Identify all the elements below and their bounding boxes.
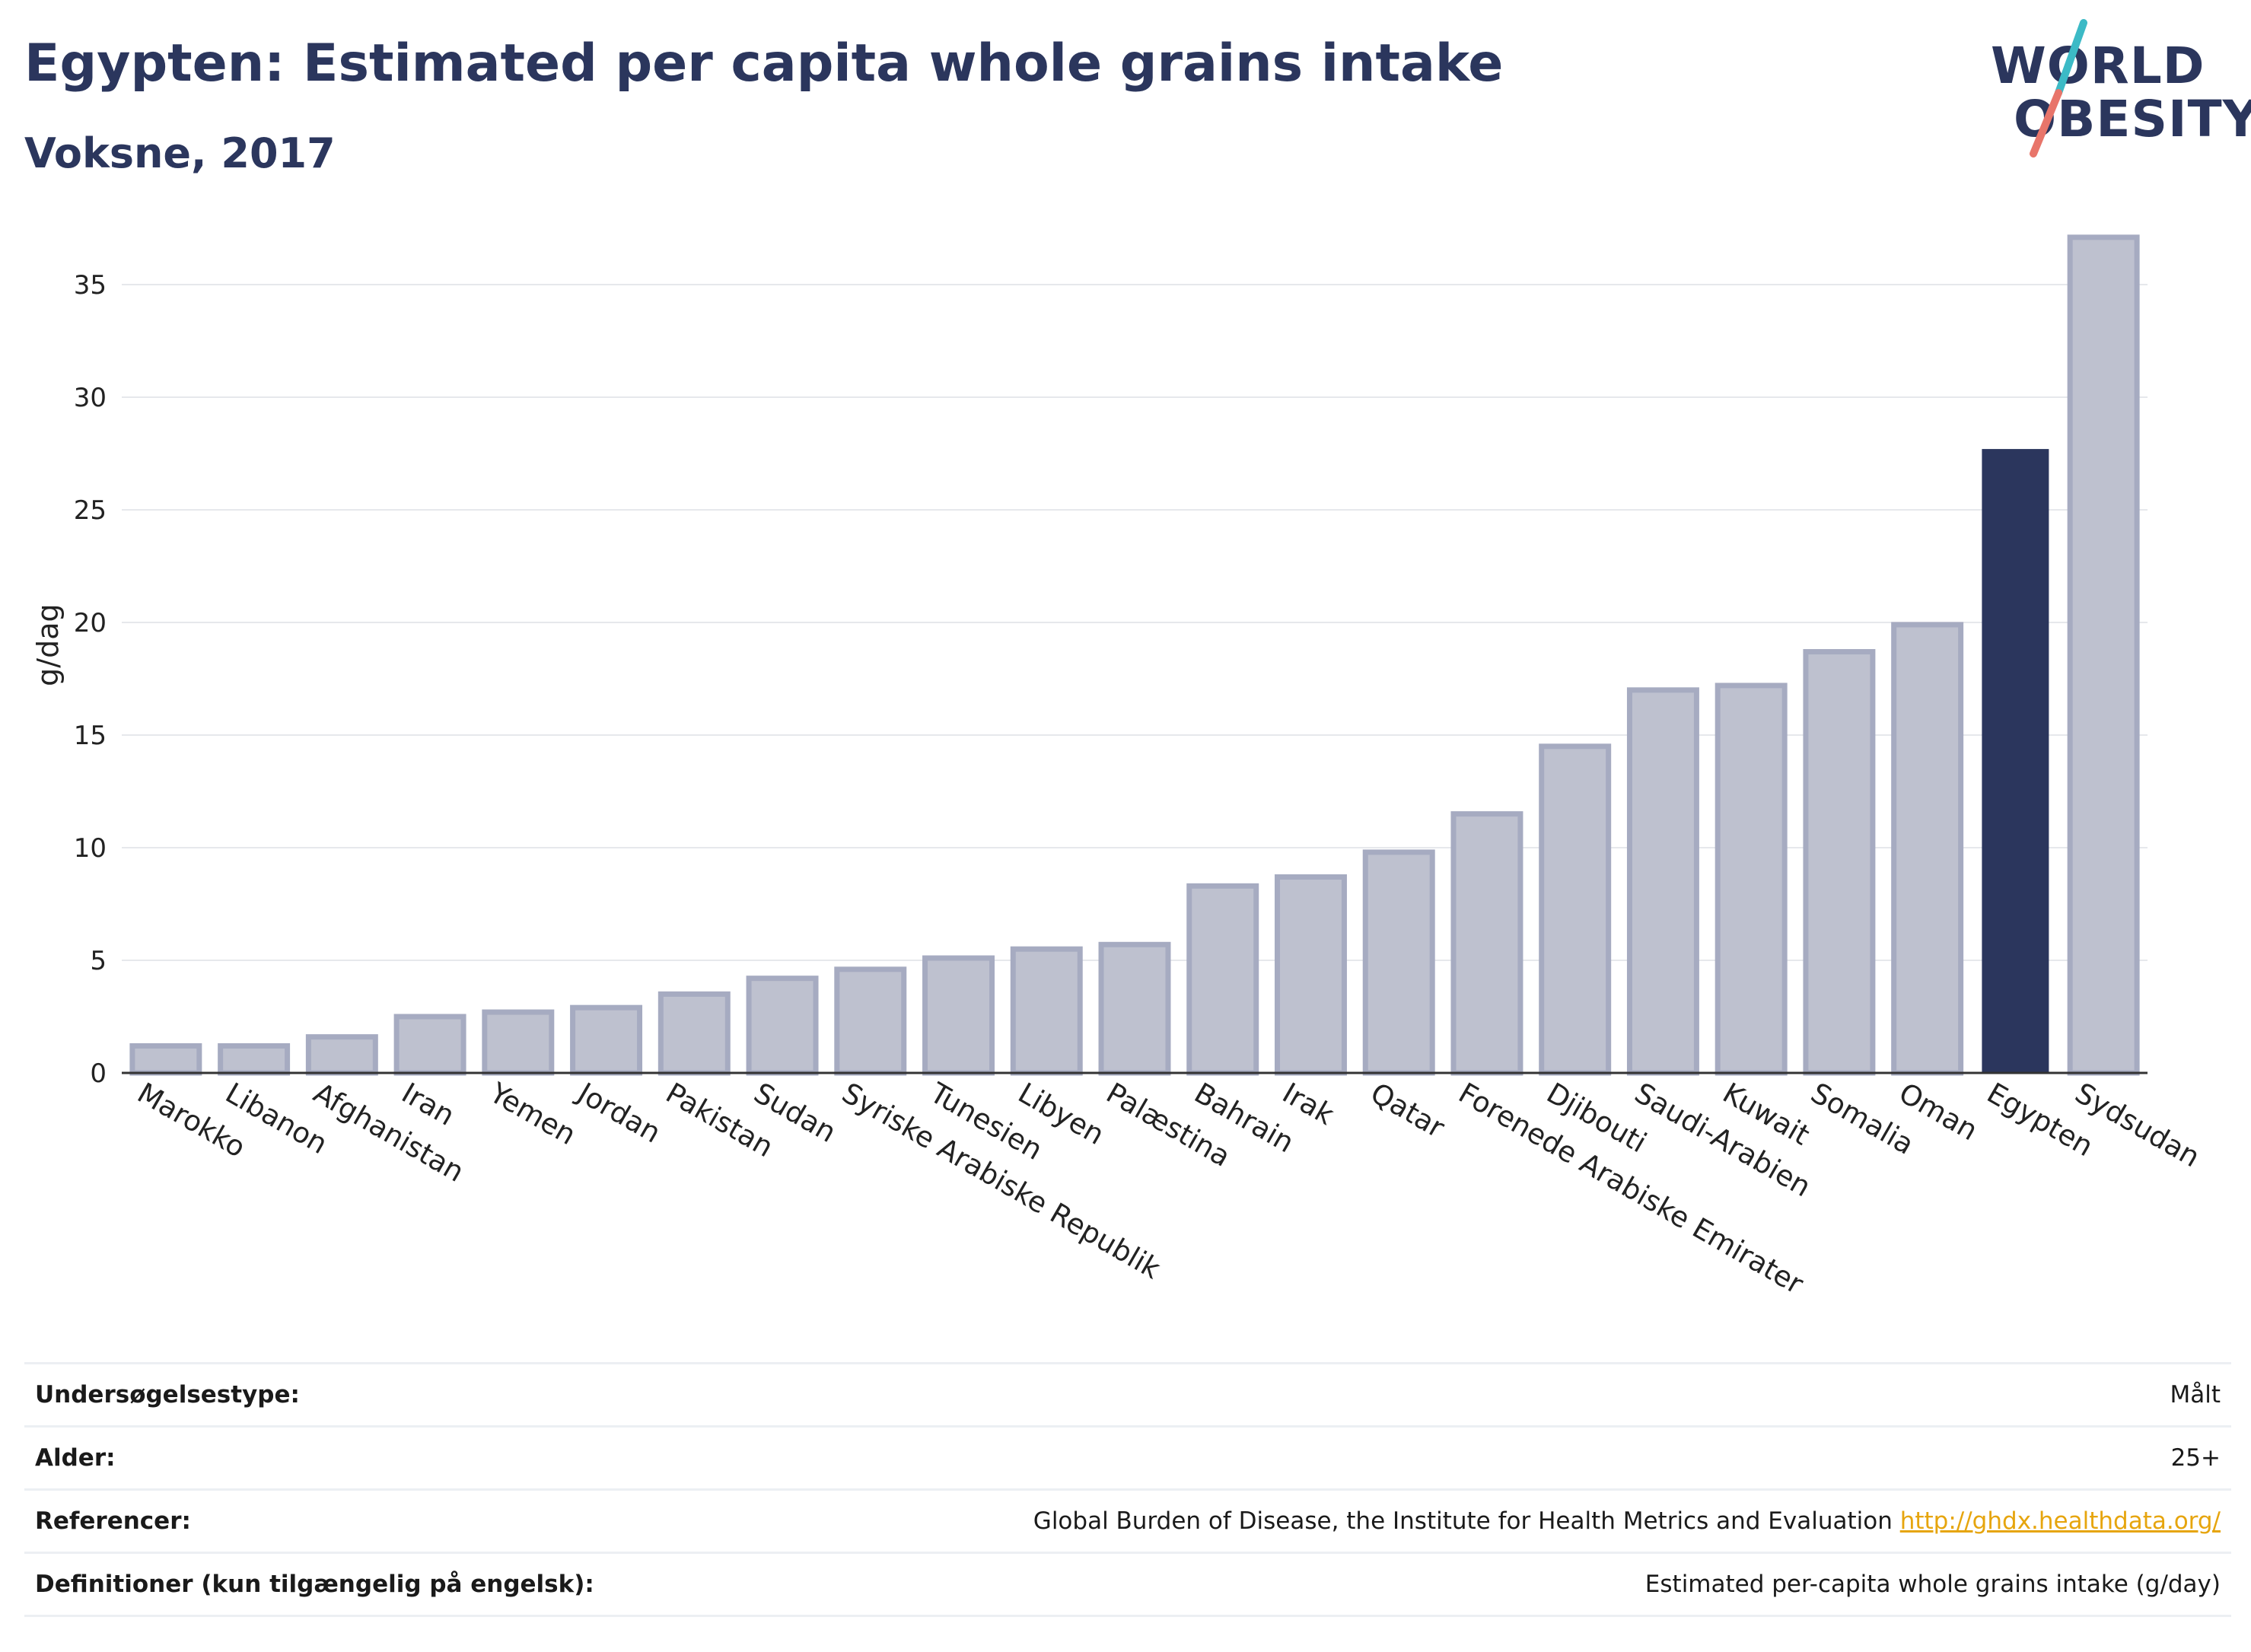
info-value: Målt [2170,1381,2221,1408]
info-row-definitions: Definitioner (kun tilgængelig på engelsk… [24,1552,2231,1616]
logo-slash-icon [2030,19,2087,158]
page-subtitle: Voksne, 2017 [24,129,336,177]
info-value: Estimated per-capita whole grains intake… [1644,1571,2221,1598]
bar-iran [393,1014,466,1076]
x-category-label: Sydsudan [2070,1077,2205,1174]
info-row-references: Referencer: Global Burden of Disease, th… [24,1489,2231,1553]
bar-djibouti [1539,743,1612,1076]
info-key: Referencer: [35,1507,191,1535]
logo-line-world: WORLD [1991,37,2205,95]
bars [129,234,2140,1076]
bar-qatar [1362,849,1435,1076]
y-tick-label: 10 [74,833,107,864]
bar-chart: 05101520253035MarokkoLibanonAfghanistanI… [31,234,2205,1301]
x-category-label: Jordan [571,1076,666,1150]
y-tick-label: 20 [74,608,107,638]
bar-bahrain [1186,883,1259,1076]
info-key: Definitioner (kun tilgængelig på engelsk… [35,1571,594,1598]
y-tick-label: 35 [74,270,107,301]
bar-somalia [1803,648,1876,1076]
bar-irak [1274,874,1347,1076]
bar-yemen [482,1009,555,1076]
y-tick-label: 5 [90,946,107,976]
info-value-references: Global Burden of Disease, the Institute … [740,1490,2231,1553]
y-tick-label: 25 [74,495,107,526]
bar-afghanistan [305,1034,378,1076]
info-row-age: Alder: 25+ [24,1426,2231,1490]
bar-tunesien [922,955,995,1076]
bar-sudan [746,976,819,1076]
bar-pakistan [657,991,731,1076]
bar-marokko [129,1042,202,1076]
y-axis-title: g/dag [31,603,65,686]
info-value: 25+ [2170,1444,2221,1472]
info-row-survey-type: Undersøgelsestype: Målt [24,1363,2231,1427]
bar-syriske-arabiske-republik [834,966,907,1076]
y-tick-label: 15 [74,721,107,751]
x-category-label: Qatar [1365,1077,1450,1145]
x-category-label: Yemen [483,1076,581,1151]
info-key: Alder: [35,1444,116,1472]
bar-jordan [570,1004,643,1076]
bar-libyen [1010,946,1083,1076]
bar-sydsudan [2067,234,2140,1076]
reference-text: Global Burden of Disease, the Institute … [1033,1507,1893,1535]
reference-link[interactable]: http://ghdx.healthdata.org/ [1899,1507,2221,1535]
bar-kuwait [1715,683,1788,1076]
info-key: Undersøgelsestype: [35,1381,300,1408]
page-title: Egypten: Estimated per capita whole grai… [24,33,1504,94]
bar-libanon [218,1042,291,1076]
bar-egypten [1982,449,2049,1073]
y-tick-label: 0 [90,1058,107,1089]
y-tick-label: 30 [74,383,107,413]
labels: 05101520253035MarokkoLibanonAfghanistanI… [31,270,2205,1301]
bar-oman [1891,622,1964,1076]
bar-saudi-arabien [1626,687,1699,1076]
bar-forenede-arabiske-emirater [1450,811,1523,1076]
info-table: Undersøgelsestype: Målt Alder: 25+ Refer… [24,1362,2231,1617]
bar-palæstina [1098,941,1171,1076]
world-obesity-logo: WORLD OBESITY [1986,19,2251,160]
